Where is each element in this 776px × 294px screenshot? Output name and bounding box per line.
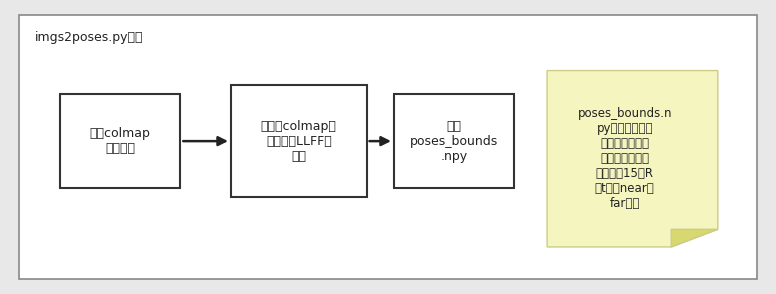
Text: 生成
poses_bounds
.npy: 生成 poses_bounds .npy <box>410 120 498 163</box>
Polygon shape <box>547 71 718 247</box>
Text: 位姿从colmap坐
标系变为LLFF坐
标系: 位姿从colmap坐 标系变为LLFF坐 标系 <box>261 120 337 163</box>
Text: 调用colmap
三维重建: 调用colmap 三维重建 <box>90 127 151 155</box>
Bar <box>61 94 180 188</box>
Bar <box>231 85 366 197</box>
Polygon shape <box>671 229 718 247</box>
Text: imgs2poses.py逻辑: imgs2poses.py逻辑 <box>35 31 144 44</box>
Bar <box>393 94 514 188</box>
Text: poses_bounds.n
py文件中存储的
是矩阵，每行是
一个图片的相机
参与包括15个R
和t以及near和
far平面: poses_bounds.n py文件中存储的 是矩阵，每行是 一个图片的相机 … <box>577 107 672 210</box>
